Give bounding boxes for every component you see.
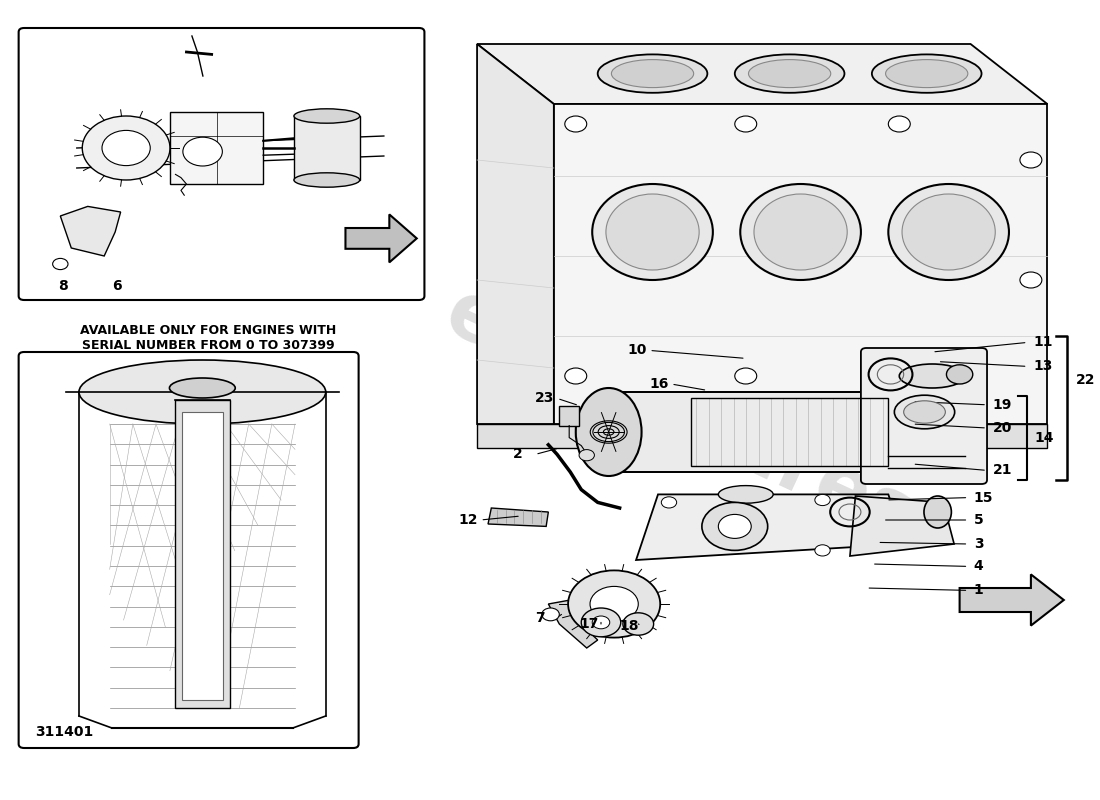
Text: 311401: 311401 [35, 725, 94, 739]
Bar [559, 406, 579, 426]
Text: 12: 12 [459, 513, 477, 527]
Text: 14: 14 [1034, 431, 1054, 446]
Circle shape [815, 545, 830, 556]
Ellipse shape [748, 60, 830, 88]
Circle shape [581, 608, 620, 637]
Ellipse shape [754, 194, 847, 270]
Circle shape [183, 138, 222, 166]
Ellipse shape [891, 392, 940, 472]
Circle shape [564, 368, 586, 384]
FancyBboxPatch shape [19, 28, 425, 300]
Text: 16: 16 [649, 377, 669, 391]
Polygon shape [850, 496, 954, 556]
Text: 2: 2 [514, 447, 522, 462]
Circle shape [815, 494, 830, 506]
Circle shape [590, 586, 638, 622]
Polygon shape [959, 574, 1064, 626]
Circle shape [661, 497, 676, 508]
Ellipse shape [606, 194, 700, 270]
Ellipse shape [612, 60, 694, 88]
Polygon shape [553, 104, 1047, 424]
Circle shape [735, 116, 757, 132]
Text: 4: 4 [974, 559, 983, 574]
Ellipse shape [718, 486, 773, 503]
Ellipse shape [294, 109, 360, 123]
Text: 17: 17 [579, 617, 598, 631]
Text: 1: 1 [974, 583, 983, 598]
Ellipse shape [79, 360, 326, 424]
Ellipse shape [894, 395, 955, 429]
Circle shape [568, 570, 660, 638]
Circle shape [702, 502, 768, 550]
Circle shape [735, 368, 757, 384]
Bar [170, 112, 263, 184]
Text: 19: 19 [992, 398, 1012, 412]
Polygon shape [345, 214, 417, 262]
Circle shape [623, 613, 653, 635]
Ellipse shape [924, 496, 952, 528]
Polygon shape [477, 424, 1047, 448]
Text: 3: 3 [974, 537, 983, 551]
Circle shape [889, 368, 911, 384]
Polygon shape [488, 508, 548, 526]
Polygon shape [548, 600, 597, 648]
FancyBboxPatch shape [861, 348, 987, 484]
Text: eurospares: eurospares [432, 273, 927, 559]
Circle shape [82, 116, 170, 180]
Ellipse shape [592, 184, 713, 280]
Circle shape [592, 616, 609, 629]
Polygon shape [608, 392, 915, 472]
Text: 13: 13 [1033, 359, 1053, 374]
Ellipse shape [294, 173, 360, 187]
Text: AVAILABLE ONLY FOR ENGINES WITH
SERIAL NUMBER FROM 0 TO 307399: AVAILABLE ONLY FOR ENGINES WITH SERIAL N… [80, 324, 337, 352]
Ellipse shape [889, 184, 1009, 280]
Text: 22: 22 [1076, 373, 1096, 387]
Ellipse shape [886, 60, 968, 88]
Circle shape [579, 450, 594, 461]
Circle shape [1020, 152, 1042, 168]
Ellipse shape [900, 364, 965, 388]
Polygon shape [477, 44, 1047, 104]
Circle shape [564, 116, 586, 132]
Ellipse shape [902, 194, 996, 270]
Ellipse shape [597, 54, 707, 93]
FancyBboxPatch shape [19, 352, 359, 748]
Text: 18: 18 [619, 618, 639, 633]
Circle shape [718, 514, 751, 538]
Polygon shape [477, 44, 553, 424]
Circle shape [542, 608, 559, 621]
Text: 10: 10 [627, 343, 647, 358]
Circle shape [53, 258, 68, 270]
Bar [294, 116, 360, 180]
Ellipse shape [735, 54, 845, 93]
Text: 11: 11 [1033, 335, 1053, 350]
Polygon shape [60, 206, 121, 256]
Circle shape [889, 116, 911, 132]
Text: 6: 6 [112, 278, 122, 293]
Circle shape [102, 130, 151, 166]
Bar [175, 400, 230, 708]
Text: 20: 20 [992, 421, 1012, 435]
Polygon shape [636, 494, 905, 560]
Circle shape [946, 365, 972, 384]
Ellipse shape [740, 184, 861, 280]
Circle shape [1020, 272, 1042, 288]
Text: a passion for parts: a passion for parts [564, 239, 861, 401]
Ellipse shape [575, 388, 641, 476]
Text: 21: 21 [992, 463, 1012, 478]
Text: 23: 23 [536, 391, 554, 406]
Ellipse shape [872, 54, 981, 93]
Bar [182, 412, 223, 700]
Text: 15: 15 [974, 490, 993, 505]
Bar [691, 398, 889, 466]
Text: 7: 7 [536, 610, 544, 625]
Ellipse shape [169, 378, 235, 398]
Text: 5: 5 [974, 513, 983, 527]
Ellipse shape [904, 401, 945, 423]
Text: 8: 8 [57, 278, 67, 293]
